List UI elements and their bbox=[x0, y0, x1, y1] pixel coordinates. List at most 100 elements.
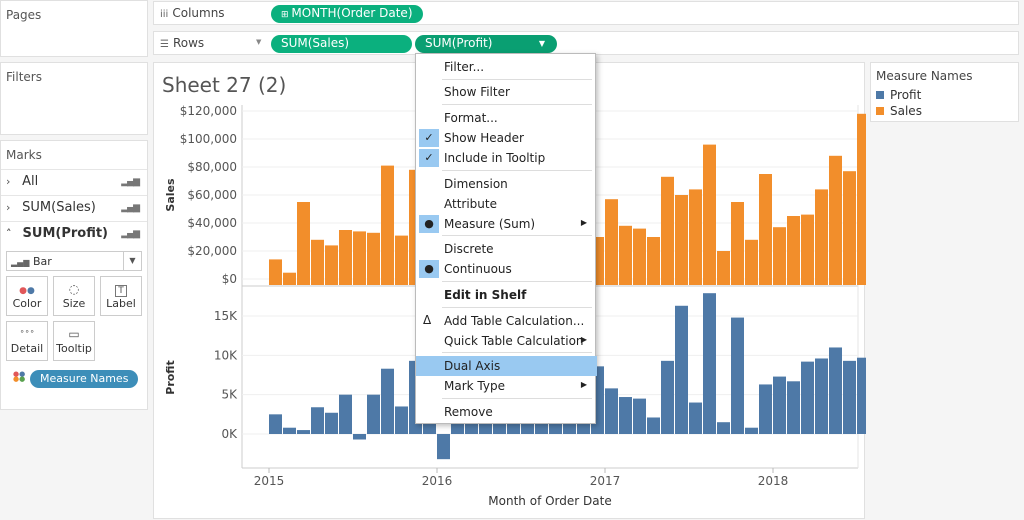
bar-profit[interactable] bbox=[633, 398, 646, 434]
color-button[interactable]: ●● Color bbox=[6, 276, 48, 316]
columns-shelf[interactable]: iii Columns ⊞ MONTH(Order Date) bbox=[153, 1, 1019, 25]
sum-profit-pill[interactable]: SUM(Profit) ▼ bbox=[415, 35, 557, 53]
bar-sales[interactable] bbox=[703, 144, 716, 285]
bar-profit[interactable] bbox=[437, 434, 450, 460]
bar-sales[interactable] bbox=[829, 155, 842, 285]
bar-profit[interactable] bbox=[759, 384, 772, 434]
bar-sales[interactable] bbox=[353, 231, 366, 285]
bar-sales[interactable] bbox=[689, 189, 702, 285]
chevron-down-icon: ▼ bbox=[538, 39, 545, 48]
bar-sales[interactable] bbox=[731, 202, 744, 285]
bar-sales[interactable] bbox=[843, 171, 856, 285]
bar-profit[interactable] bbox=[731, 317, 744, 434]
bar-sales[interactable] bbox=[717, 251, 730, 285]
pages-card[interactable]: Pages bbox=[0, 0, 148, 57]
marks-row-sum-sales[interactable]: › SUM(Sales) ▂▄▆ bbox=[1, 195, 147, 221]
bar-profit[interactable] bbox=[745, 427, 758, 434]
bar-sales[interactable] bbox=[381, 165, 394, 285]
bar-sales[interactable] bbox=[395, 235, 408, 285]
bar-profit[interactable] bbox=[353, 434, 366, 440]
bar-profit[interactable] bbox=[605, 388, 618, 434]
bar-profit[interactable] bbox=[451, 422, 464, 434]
bar-profit[interactable] bbox=[325, 412, 338, 434]
menu-item-add-table-calculation[interactable]: Δ Add Table Calculation... bbox=[416, 311, 597, 331]
bar-profit[interactable] bbox=[815, 358, 828, 434]
menu-item-include-in-tooltip[interactable]: ✓ Include in Tooltip bbox=[416, 148, 597, 168]
bar-profit[interactable] bbox=[283, 427, 296, 434]
bar-sales[interactable] bbox=[647, 237, 660, 285]
bar-sales[interactable] bbox=[773, 227, 786, 285]
bar-sales[interactable] bbox=[801, 214, 814, 285]
bar-profit[interactable] bbox=[675, 305, 688, 434]
legend-item-sales[interactable]: Sales bbox=[871, 103, 1018, 119]
bar-profit[interactable] bbox=[381, 368, 394, 434]
bar-sales[interactable] bbox=[815, 189, 828, 285]
bar-profit[interactable] bbox=[661, 360, 674, 434]
marks-row-all[interactable]: › All ▂▄▆ bbox=[1, 169, 147, 195]
bar-sales[interactable] bbox=[283, 272, 296, 285]
menu-item-show-header[interactable]: ✓ Show Header bbox=[416, 128, 597, 148]
marks-row-sum-profit[interactable]: ˄ SUM(Profit) ▂▄▆ bbox=[1, 221, 147, 247]
tooltip-button[interactable]: ▭ Tooltip bbox=[53, 321, 95, 361]
menu-item-dual-axis[interactable]: Dual Axis bbox=[416, 356, 597, 376]
menu-item-quick-table-calculation[interactable]: Quick Table Calculation ▶ bbox=[416, 331, 597, 351]
bar-profit[interactable] bbox=[297, 430, 310, 434]
bar-sales[interactable] bbox=[661, 176, 674, 285]
bar-sales[interactable] bbox=[311, 239, 324, 285]
bar-profit[interactable] bbox=[787, 381, 800, 434]
bar-profit[interactable] bbox=[395, 406, 408, 434]
legend-item-profit[interactable]: Profit bbox=[871, 87, 1018, 103]
menu-item-format[interactable]: Format... bbox=[416, 108, 597, 128]
menu-item-attribute[interactable]: Attribute bbox=[416, 194, 597, 214]
bar-sales[interactable] bbox=[745, 239, 758, 285]
menu-item-edit-in-shelf[interactable]: Edit in Shelf bbox=[416, 285, 597, 305]
rows-dropdown-icon[interactable]: ▼ bbox=[256, 38, 262, 46]
bar-profit[interactable] bbox=[801, 361, 814, 434]
size-button[interactable]: ◌ Size bbox=[53, 276, 95, 316]
label-button[interactable]: T Label bbox=[100, 276, 142, 316]
x-tick-label: 2017 bbox=[590, 474, 621, 488]
bar-sales[interactable] bbox=[325, 245, 338, 285]
month-order-date-pill[interactable]: ⊞ MONTH(Order Date) bbox=[271, 5, 423, 23]
menu-item-discrete[interactable]: Discrete bbox=[416, 239, 597, 259]
bar-sales[interactable] bbox=[605, 199, 618, 285]
menu-item-show-filter[interactable]: Show Filter bbox=[416, 82, 597, 102]
bar-profit[interactable] bbox=[647, 417, 660, 434]
bar-sales[interactable] bbox=[269, 259, 282, 285]
sum-sales-pill[interactable]: SUM(Sales) bbox=[271, 35, 412, 53]
bar-sales[interactable] bbox=[633, 228, 646, 285]
menu-item-remove[interactable]: Remove bbox=[416, 402, 597, 422]
filters-card[interactable]: Filters bbox=[0, 62, 148, 135]
menu-item-continuous[interactable]: ● Continuous bbox=[416, 259, 597, 279]
measure-names-pill[interactable]: Measure Names bbox=[30, 370, 139, 388]
bar-profit[interactable] bbox=[843, 360, 856, 434]
bar-profit[interactable] bbox=[829, 347, 842, 434]
bar-sales[interactable] bbox=[297, 202, 310, 285]
menu-item-dimension[interactable]: Dimension bbox=[416, 174, 597, 194]
bar-profit[interactable] bbox=[311, 407, 324, 434]
bar-profit[interactable] bbox=[857, 357, 866, 434]
bar-sales[interactable] bbox=[675, 195, 688, 285]
bar-sales[interactable] bbox=[759, 174, 772, 285]
bar-profit[interactable] bbox=[339, 394, 352, 434]
menu-item-mark-type[interactable]: Mark Type ▶ bbox=[416, 376, 597, 396]
menu-item-filter[interactable]: Filter... bbox=[416, 57, 597, 77]
bar-sales[interactable] bbox=[339, 230, 352, 285]
bar-profit[interactable] bbox=[703, 293, 716, 434]
bar-profit[interactable] bbox=[269, 414, 282, 434]
bar-profit[interactable] bbox=[773, 376, 786, 434]
bar-sales[interactable] bbox=[787, 216, 800, 285]
bar-chart-icon: ▂▄▆ bbox=[121, 177, 140, 187]
rows-shelf[interactable]: ☰ Rows ▼ SUM(Sales) SUM(Profit) ▼ bbox=[153, 31, 1019, 55]
legend-label: Profit bbox=[890, 88, 922, 102]
bar-profit[interactable] bbox=[367, 394, 380, 434]
mark-type-dropdown[interactable]: ▂▄▆ Bar ▼ bbox=[6, 251, 142, 271]
menu-item-measure-sum[interactable]: ● Measure (Sum) ▶ bbox=[416, 214, 597, 234]
bar-sales[interactable] bbox=[857, 113, 866, 285]
bar-profit[interactable] bbox=[689, 402, 702, 434]
detail-button[interactable]: ∘∘∘ Detail bbox=[6, 321, 48, 361]
bar-profit[interactable] bbox=[619, 397, 632, 434]
bar-sales[interactable] bbox=[367, 232, 380, 285]
bar-sales[interactable] bbox=[619, 225, 632, 285]
bar-profit[interactable] bbox=[717, 422, 730, 434]
